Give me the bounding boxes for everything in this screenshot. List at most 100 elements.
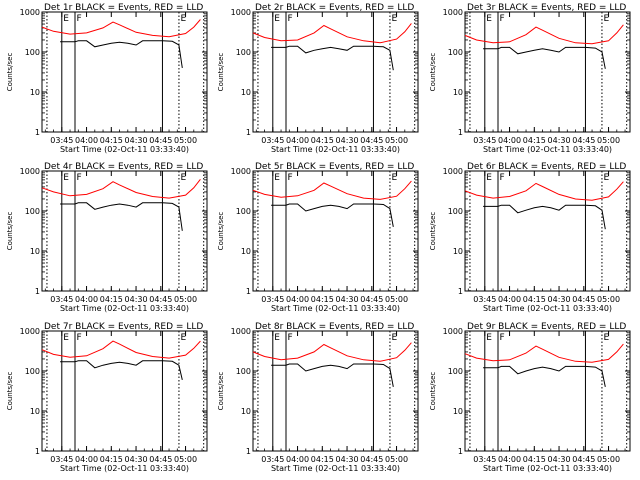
y-tick-label: 100	[25, 207, 40, 216]
series-line-events	[271, 363, 394, 387]
series-line-lld	[252, 180, 412, 200]
y-tick-label: 10	[453, 88, 463, 97]
x-tick-label: 04:45	[360, 455, 383, 464]
plot-frame	[41, 170, 208, 292]
x-tick-label: 04:30	[336, 295, 359, 304]
y-tick-label: 1	[458, 447, 463, 456]
x-tick-label: 04:45	[149, 455, 172, 464]
x-tick-label: 04:45	[572, 455, 595, 464]
time-marker-label: F	[500, 14, 505, 24]
time-marker-label: E	[180, 14, 186, 24]
series-line-events	[60, 40, 183, 68]
series-line-lld	[41, 19, 201, 38]
x-axis-label: Start Time (02-Oct-11 03:33:40)	[60, 464, 189, 473]
y-tick-label: 1	[35, 128, 40, 137]
y-tick-label: 10	[241, 88, 251, 97]
chart-panel: Det 6r BLACK = Events, RED = LLD 1 10 100 10…	[429, 162, 631, 313]
chart-panel: Det 2r BLACK = Events, RED = LLD 1 10 100 10…	[217, 3, 419, 154]
y-tick-label: 100	[236, 48, 251, 57]
y-tick-label: 100	[236, 367, 251, 376]
chart-title: Det 5r BLACK = Events, RED = LLD	[255, 162, 414, 172]
series-line-lld	[464, 343, 624, 363]
y-tick-label: 10	[241, 247, 251, 256]
y-tick-label: 100	[448, 48, 463, 57]
y-tick-label: 10	[453, 247, 463, 256]
x-tick-label: 04:45	[572, 136, 595, 145]
x-tick-label: 04:30	[125, 295, 148, 304]
x-axis-label: Start Time (02-Oct-11 03:33:40)	[271, 145, 400, 154]
time-marker-label: E	[486, 173, 492, 183]
plot-frame	[464, 330, 631, 452]
time-marker-label: E	[603, 173, 609, 183]
chart-title: Det 4r BLACK = Events, RED = LLD	[44, 162, 203, 172]
x-tick-label: 04:15	[311, 136, 334, 145]
y-axis-label: Counts/sec	[6, 53, 14, 92]
time-marker-label: E	[274, 173, 280, 183]
plot-frame	[464, 11, 631, 133]
time-marker-label: F	[77, 333, 82, 343]
y-tick-label: 1000	[231, 327, 251, 336]
y-tick-label: 1	[35, 287, 40, 296]
time-marker-label: E	[274, 14, 280, 24]
chart-panel: Det 5r BLACK = Events, RED = LLD 1 10 100 10…	[217, 162, 419, 313]
y-tick-label: 1	[458, 287, 463, 296]
x-tick-label: 04:45	[149, 136, 172, 145]
chart-title: Det 1r BLACK = Events, RED = LLD	[44, 3, 203, 13]
y-tick-label: 1	[246, 287, 251, 296]
x-tick-label: 04:30	[548, 136, 571, 145]
y-tick-label: 1	[458, 128, 463, 137]
y-axis-label: Counts/sec	[6, 372, 14, 411]
y-axis-label: Counts/sec	[217, 212, 225, 251]
time-marker-label: E	[180, 333, 186, 343]
x-tick-label: 04:45	[149, 295, 172, 304]
series-line-events	[60, 202, 183, 231]
x-tick-label: 03:45	[473, 455, 496, 464]
series-line-lld	[252, 342, 412, 362]
x-tick-label: 04:45	[572, 295, 595, 304]
plot-frame	[252, 170, 419, 292]
series-line-lld	[41, 178, 201, 199]
y-axis-label: Counts/sec	[6, 212, 14, 251]
x-tick-label: 05:00	[597, 136, 620, 145]
y-tick-label: 1000	[231, 167, 251, 176]
x-tick-label: 04:00	[75, 455, 98, 464]
plot-frame	[252, 330, 419, 452]
time-marker-label: E	[63, 333, 69, 343]
x-tick-label: 04:15	[311, 455, 334, 464]
y-tick-label: 1000	[20, 327, 40, 336]
x-tick-label: 04:45	[360, 136, 383, 145]
time-marker-label: E	[63, 14, 69, 24]
x-tick-label: 04:15	[523, 295, 546, 304]
time-marker-label: F	[500, 333, 505, 343]
x-tick-label: 05:00	[174, 295, 197, 304]
time-marker-label: E	[486, 14, 492, 24]
x-axis-label: Start Time (02-Oct-11 03:33:40)	[60, 145, 189, 154]
y-axis-label: Counts/sec	[429, 212, 437, 251]
chart-panel: Det 3r BLACK = Events, RED = LLD 1 10 100 10…	[429, 3, 631, 154]
x-tick-label: 04:15	[100, 295, 123, 304]
x-tick-label: 04:15	[311, 295, 334, 304]
x-tick-label: 03:45	[473, 136, 496, 145]
y-tick-label: 100	[25, 367, 40, 376]
x-tick-label: 04:00	[498, 295, 521, 304]
y-tick-label: 1	[246, 447, 251, 456]
y-tick-label: 1000	[443, 167, 463, 176]
time-marker-label: E	[391, 333, 397, 343]
chart-title: Det 9r BLACK = Events, RED = LLD	[467, 322, 626, 332]
plot-frame	[464, 170, 631, 292]
y-axis-label: Counts/sec	[429, 372, 437, 411]
y-tick-label: 1000	[20, 167, 40, 176]
time-marker-label: E	[603, 333, 609, 343]
x-tick-label: 04:00	[75, 295, 98, 304]
time-marker-label: E	[603, 14, 609, 24]
time-marker-label: F	[288, 14, 293, 24]
y-tick-label: 100	[448, 207, 463, 216]
chart-panel: Det 4r BLACK = Events, RED = LLD 1 10 100 10…	[6, 162, 208, 313]
x-tick-label: 04:00	[498, 455, 521, 464]
y-tick-label: 100	[25, 48, 40, 57]
chart-panel: Det 9r BLACK = Events, RED = LLD 1 10 100 10…	[429, 322, 631, 473]
y-axis-label: Counts/sec	[217, 372, 225, 411]
y-tick-label: 1	[35, 447, 40, 456]
plot-frame	[41, 11, 208, 133]
